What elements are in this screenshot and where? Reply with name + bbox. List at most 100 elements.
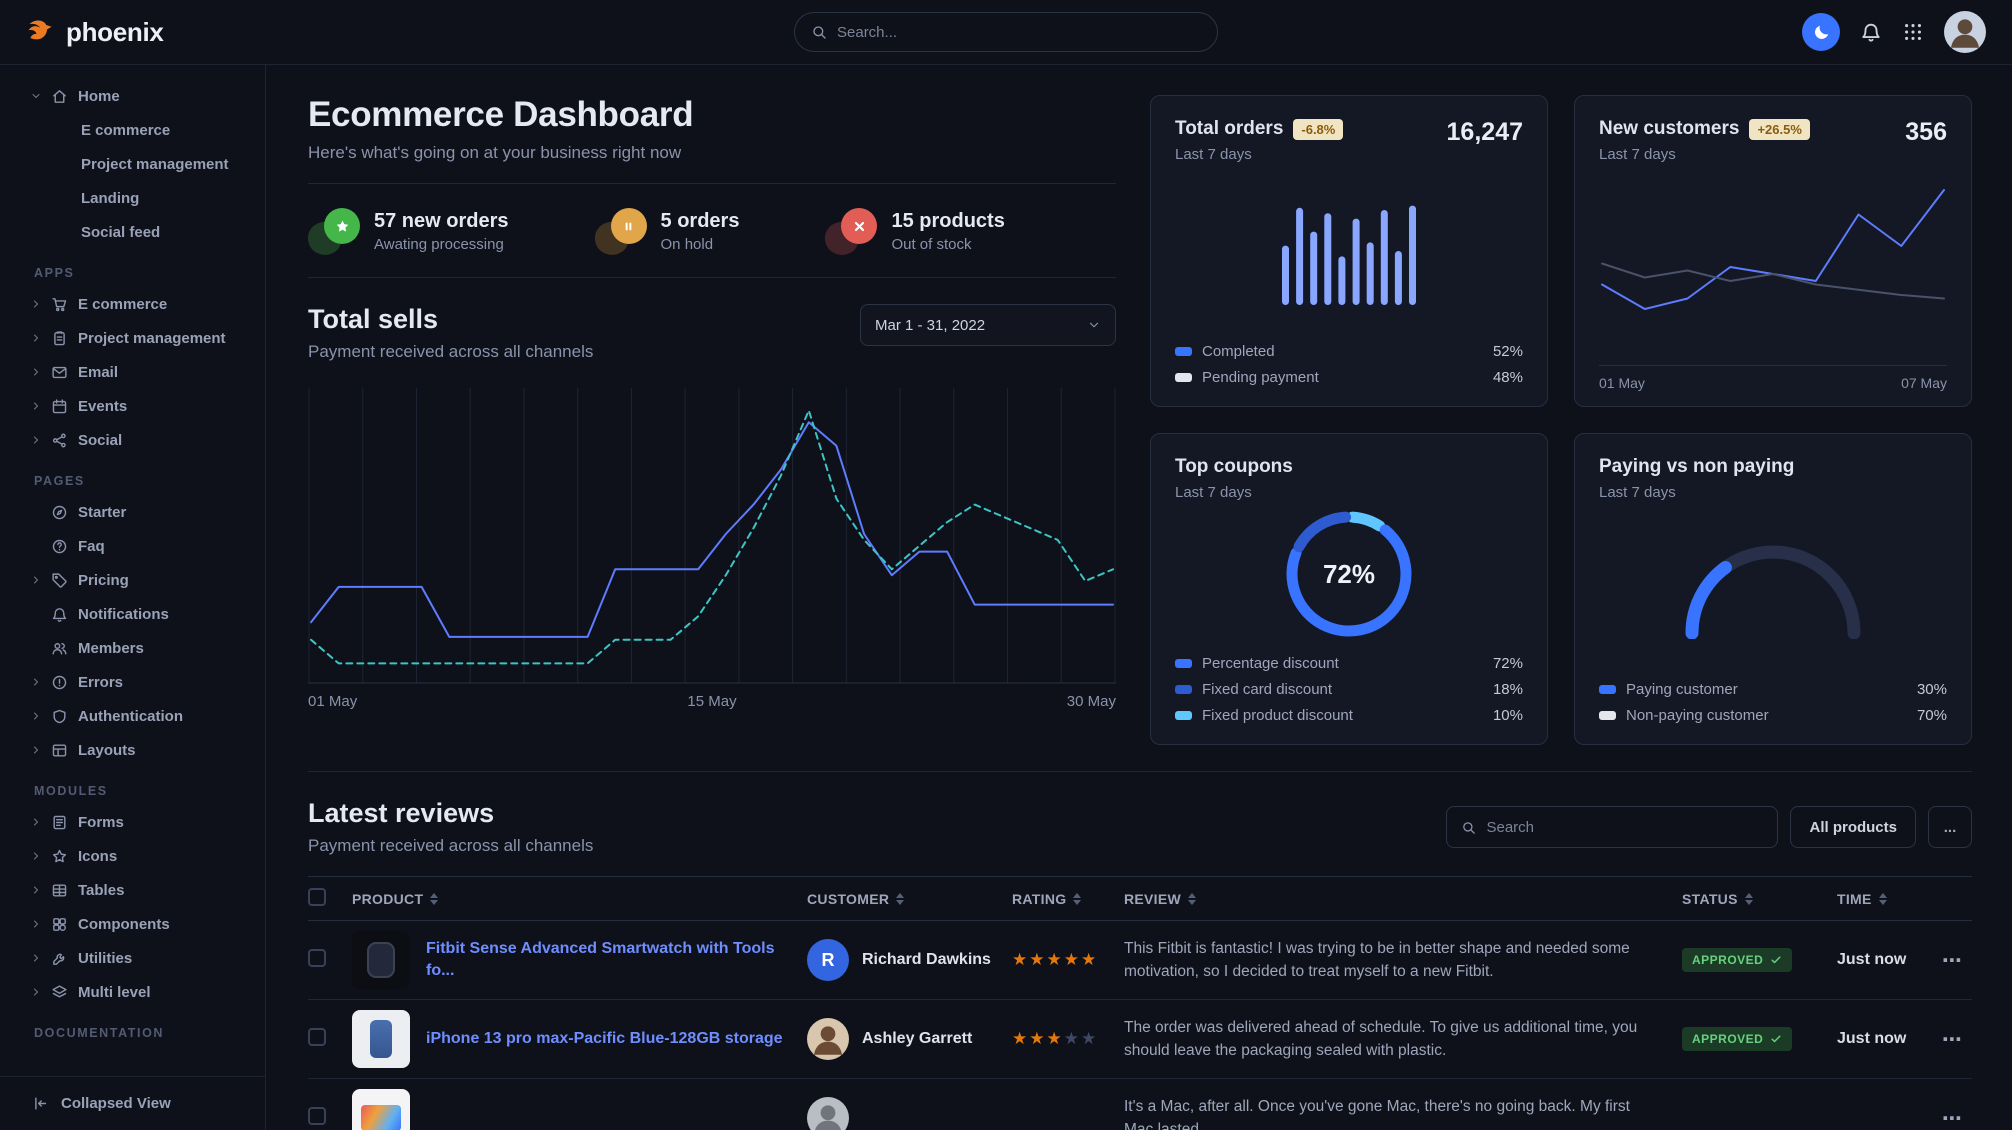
product-image[interactable] — [352, 1089, 410, 1130]
legend-value: 52% — [1492, 343, 1523, 360]
column-header-status[interactable]: STATUS — [1682, 891, 1837, 907]
page-subtitle: Here's what's going on at your business … — [308, 143, 682, 162]
person-icon — [1944, 11, 1986, 53]
global-search[interactable] — [794, 12, 1218, 52]
clipboard-icon — [51, 330, 68, 347]
question-icon — [51, 538, 68, 555]
rating-stars: ★★★★★ — [1012, 1029, 1099, 1048]
reviews-search-input[interactable] — [1486, 818, 1764, 836]
sidebar-subitem[interactable]: Social feed — [81, 223, 161, 241]
sidebar-item-layouts[interactable]: Layouts — [0, 733, 265, 767]
column-header-customer[interactable]: CUSTOMER — [807, 891, 1012, 907]
sidebar-item-label: Starter — [78, 503, 127, 521]
sidebar-item-starter[interactable]: Starter — [0, 495, 265, 529]
sidebar-item-label: Forms — [78, 813, 124, 831]
sidebar-item-components[interactable]: Components — [0, 907, 265, 941]
all-products-button[interactable]: All products — [1790, 806, 1916, 848]
date-range-select[interactable]: Mar 1 - 31, 2022 — [860, 304, 1116, 346]
column-label: TIME — [1837, 890, 1872, 907]
collapsed-view-toggle[interactable]: Collapsed View — [0, 1076, 265, 1130]
new-customers-chart — [1599, 173, 1947, 359]
card-paying-vs-nonpaying: Paying vs non paying Last 7 days Paying … — [1574, 433, 1972, 745]
reviews-search[interactable] — [1446, 806, 1779, 848]
row-actions-button[interactable] — [1932, 948, 1972, 973]
legend-swatch — [1175, 347, 1192, 356]
sidebar-nav: Home E commerce Project management Landing… — [0, 65, 265, 1076]
global-search-input[interactable] — [837, 23, 1201, 41]
check-icon — [1770, 1033, 1782, 1045]
sidebar-item-email[interactable]: Email — [0, 355, 265, 389]
more-options-button[interactable]: ... — [1928, 806, 1972, 848]
legend-label: Pending payment — [1202, 369, 1319, 386]
card-new-customers: New customers +26.5% Last 7 days 356 01 … — [1574, 95, 1972, 407]
sidebar-subitem[interactable]: Project management — [81, 155, 229, 173]
notifications-button[interactable] — [1860, 21, 1882, 43]
sidebar-item-label: Components — [78, 915, 170, 933]
collapse-icon — [32, 1095, 49, 1112]
legend: Completed 52% Pending payment 48% — [1175, 343, 1523, 386]
reviews-title: Latest reviews — [308, 798, 495, 828]
chevron-right-icon — [30, 710, 42, 722]
product-image[interactable] — [352, 1010, 410, 1068]
sidebar-item-members[interactable]: Members — [0, 631, 265, 665]
row-checkbox[interactable] — [308, 948, 326, 967]
review-row: iPhone 13 pro max-Pacific Blue-128GB sto… — [308, 1000, 1972, 1079]
donut-center-label: 72% — [1322, 558, 1376, 589]
sidebar-item-multi-level[interactable]: Multi level — [0, 975, 265, 1009]
column-header-time[interactable]: TIME — [1837, 891, 1932, 907]
sidebar-item-pricing[interactable]: Pricing — [0, 563, 265, 597]
column-header-review[interactable]: REVIEW — [1124, 891, 1682, 907]
navbar-actions — [1802, 11, 1986, 53]
row-actions-button[interactable] — [1932, 1106, 1972, 1130]
sidebar-item-label: Multi level — [78, 983, 151, 1001]
sidebar-item-ecommerce[interactable]: E commerce — [0, 287, 265, 321]
card-value: 16,247 — [1446, 118, 1523, 146]
row-checkbox[interactable] — [308, 1106, 326, 1125]
card-period: Last 7 days — [1175, 146, 1252, 163]
product-image[interactable] — [352, 931, 410, 989]
components-icon — [51, 916, 68, 933]
legend-label: Fixed product discount — [1202, 707, 1353, 724]
column-header-rating[interactable]: RATING — [1012, 891, 1124, 907]
total-sells-title: Total sells — [308, 304, 439, 334]
select-all-checkbox[interactable] — [308, 888, 326, 906]
sidebar-item-tables[interactable]: Tables — [0, 873, 265, 907]
users-icon — [51, 640, 68, 657]
product-link[interactable]: Fitbit Sense Advanced Smartwatch with To… — [426, 939, 775, 979]
alert-icon — [51, 674, 68, 691]
theme-toggle-button[interactable] — [1802, 13, 1840, 51]
sidebar-item-authentication[interactable]: Authentication — [0, 699, 265, 733]
apps-menu-button[interactable] — [1902, 21, 1924, 43]
user-avatar[interactable] — [1944, 11, 1986, 53]
share-icon — [51, 432, 68, 449]
sidebar-item-project-management[interactable]: Project management — [0, 321, 265, 355]
sidebar-item-forms[interactable]: Forms — [0, 805, 265, 839]
sidebar-item-errors[interactable]: Errors — [0, 665, 265, 699]
new-customers-x-axis: 01 May 07 May — [1599, 365, 1947, 391]
row-checkbox[interactable] — [308, 1027, 326, 1046]
sidebar-item-home[interactable]: Home — [0, 79, 265, 113]
column-header-product[interactable]: PRODUCT — [352, 891, 807, 907]
sidebar-item-notifications[interactable]: Notifications — [0, 597, 265, 631]
sidebar-item-social[interactable]: Social — [0, 423, 265, 457]
chevron-right-icon — [30, 850, 42, 862]
sidebar-item-utilities[interactable]: Utilities — [0, 941, 265, 975]
sidebar-item-icons[interactable]: Icons — [0, 839, 265, 873]
product-link[interactable]: iPhone 13 pro max-Pacific Blue-128GB sto… — [426, 1029, 783, 1047]
sort-icon — [1073, 892, 1082, 905]
sidebar-subitem[interactable]: Landing — [81, 189, 140, 207]
total-sells-subtitle: Payment received across all channels — [308, 342, 594, 361]
row-actions-button[interactable] — [1932, 1027, 1972, 1052]
tag-icon — [51, 572, 68, 589]
page-title: Ecommerce Dashboard — [308, 95, 694, 134]
collapsed-view-label: Collapsed View — [61, 1095, 171, 1112]
sidebar-item-faq[interactable]: Faq — [0, 529, 265, 563]
review-text: This Fitbit is fantastic! I was trying t… — [1124, 939, 1630, 980]
dashboard-left-column: Ecommerce Dashboard Here's what's going … — [305, 95, 1116, 745]
legend-item: Non-paying customer 70% — [1599, 707, 1947, 724]
brand-link[interactable]: phoenix — [26, 17, 164, 48]
sidebar-subitem[interactable]: E commerce — [81, 121, 171, 139]
customer-avatar — [807, 1097, 849, 1130]
legend: Paying customer 30% Non-paying customer … — [1599, 681, 1947, 724]
sidebar-item-events[interactable]: Events — [0, 389, 265, 423]
